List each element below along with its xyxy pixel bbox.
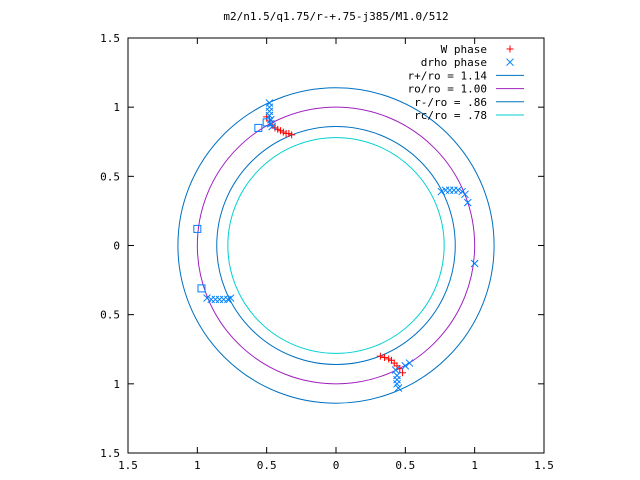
x-tick-label: 1.5 bbox=[118, 459, 138, 472]
reference-circle bbox=[177, 87, 495, 404]
x-tick-label: 1 bbox=[471, 459, 478, 472]
legend-sample bbox=[506, 58, 514, 67]
legend-label: ro/ro = 1.00 bbox=[408, 83, 487, 96]
drho-phase-point bbox=[450, 186, 458, 195]
drho-phase-point bbox=[219, 295, 228, 304]
drho-phase-point bbox=[454, 186, 462, 195]
reference-circle bbox=[216, 126, 456, 365]
x-tick-label: 0 bbox=[333, 459, 340, 472]
square-point bbox=[193, 224, 202, 233]
drho-phase-point bbox=[226, 294, 235, 302]
drho-phase-point bbox=[223, 295, 232, 304]
drho-phase-point bbox=[445, 186, 454, 195]
drho-phase-point bbox=[265, 107, 274, 116]
legend-label: r+/ro = 1.14 bbox=[408, 69, 488, 82]
drho-phase-point bbox=[393, 371, 401, 380]
y-tick-label: 0 bbox=[113, 240, 120, 253]
drho-phase-point bbox=[211, 295, 220, 304]
reference-circle bbox=[227, 137, 445, 354]
drho-phase-point bbox=[461, 190, 469, 199]
drho-phase-point bbox=[401, 361, 410, 370]
w-phase-point bbox=[288, 131, 296, 139]
drho-phase-point bbox=[265, 99, 274, 107]
drho-phase-point bbox=[394, 384, 403, 392]
circles-layer bbox=[177, 87, 495, 404]
drho-phase-point bbox=[437, 187, 446, 196]
w-phase-point bbox=[381, 354, 389, 362]
y-tick-label: 1.5 bbox=[100, 447, 120, 460]
drho-phase-point bbox=[470, 259, 479, 268]
x-tick-label: 1 bbox=[194, 459, 201, 472]
drho-phase-point bbox=[393, 375, 401, 384]
legend-label: r-/ro = .86 bbox=[414, 96, 487, 109]
legend-label: drho phase bbox=[421, 56, 487, 69]
drho-phase-point bbox=[463, 198, 472, 207]
legend-sample bbox=[506, 45, 514, 53]
legend-label: W phase bbox=[441, 43, 487, 56]
square-point bbox=[197, 284, 206, 293]
y-tick-label: 1 bbox=[113, 378, 120, 391]
x-tick-label: 1.5 bbox=[534, 459, 554, 472]
drho-phase-point bbox=[203, 294, 211, 302]
drho-phase-point bbox=[405, 359, 414, 367]
w-phase-point bbox=[376, 352, 384, 360]
points-layer bbox=[193, 99, 479, 392]
drho-phase-point bbox=[391, 366, 400, 374]
square-point bbox=[262, 118, 271, 127]
drho-phase-point bbox=[265, 111, 274, 120]
drho-phase-point bbox=[265, 103, 274, 112]
chart-title: m2/n1.5/q1.75/r-+.75-j385/M1.0/512 bbox=[223, 10, 448, 23]
drho-phase-point bbox=[215, 295, 224, 304]
y-tick-label: 0.5 bbox=[100, 170, 120, 183]
legend-label: rc/ro = .78 bbox=[414, 109, 487, 122]
y-tick-label: 0.5 bbox=[100, 309, 120, 322]
reference-circle bbox=[196, 106, 476, 385]
ticks-layer: 1.5 1 0.5 0 0.5 1 1.51.510.500.511.5 bbox=[100, 32, 554, 472]
drho-phase-point bbox=[393, 379, 401, 388]
x-tick-label: 0.5 bbox=[257, 459, 277, 472]
y-tick-label: 1 bbox=[113, 101, 120, 114]
y-tick-label: 1.5 bbox=[100, 32, 120, 45]
x-tick-label: 0.5 bbox=[395, 459, 415, 472]
square-point bbox=[254, 123, 263, 132]
